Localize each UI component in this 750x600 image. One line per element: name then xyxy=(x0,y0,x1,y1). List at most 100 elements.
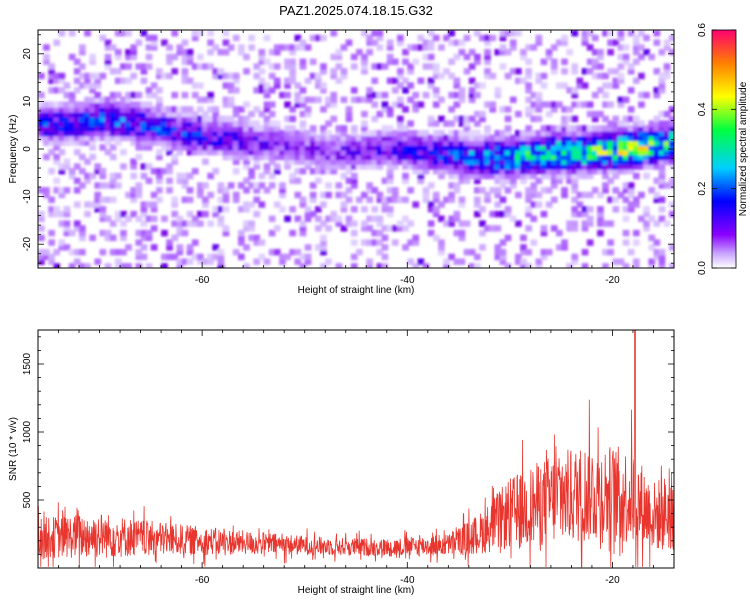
spectrogram-cell xyxy=(376,239,384,246)
spectrogram-cell xyxy=(43,249,50,256)
spectrogram-cell xyxy=(427,39,435,46)
spectrogram-cell xyxy=(150,120,158,127)
spectrogram-cell xyxy=(53,115,61,123)
spectrogram-cell xyxy=(150,206,158,213)
spectrogram-cell xyxy=(638,53,645,61)
spectrogram-cell xyxy=(643,144,650,151)
spectrogram-cell xyxy=(504,30,512,37)
spectrogram-cell xyxy=(381,196,389,203)
spectrogram-cell xyxy=(58,149,66,156)
spectrogram-cell xyxy=(279,182,286,189)
spectrogram-cell xyxy=(474,177,481,184)
spectrogram-cell xyxy=(371,30,379,37)
spectrogram-cell xyxy=(438,153,445,161)
spectrogram-cell xyxy=(130,72,137,80)
spectrogram-cell xyxy=(484,163,491,170)
spectrogram-cell xyxy=(489,139,497,146)
spectrogram-cell xyxy=(345,153,353,161)
spectrogram-cell xyxy=(284,58,291,65)
spectrogram-cell xyxy=(135,115,143,123)
spectrogram-cell xyxy=(356,139,363,146)
spectrogram-cell xyxy=(397,196,404,203)
spectrogram-cell xyxy=(586,153,594,161)
spectrogram-cell xyxy=(232,168,240,175)
spectrogram-cell xyxy=(591,49,599,56)
spectrogram-cell xyxy=(504,187,512,194)
spectrogram-cell xyxy=(299,125,307,132)
spectrogram-cell xyxy=(84,158,91,165)
spectrogram-cell xyxy=(371,144,379,151)
spectrogram-cell xyxy=(304,106,312,113)
spectrogram-cell xyxy=(186,134,194,142)
spectrogram-cell xyxy=(99,125,107,132)
spectrogram-cell xyxy=(653,115,661,123)
spectrogram-cell xyxy=(68,249,76,256)
spectrogram-cell xyxy=(443,134,450,142)
spectrogram-cell xyxy=(417,139,425,146)
spectrogram-cell xyxy=(104,130,112,137)
spectrogram-cell xyxy=(407,44,414,51)
spectrogram-cell xyxy=(571,196,579,203)
spectrogram-cell xyxy=(294,258,302,265)
spectrogram-cell xyxy=(140,77,148,84)
spectrogram-cell xyxy=(361,206,368,213)
spectrogram-cell xyxy=(273,201,281,208)
spectrogram-cell xyxy=(633,58,640,65)
spectrogram-cell xyxy=(202,120,209,127)
spectrogram-cell xyxy=(504,139,512,146)
spectrogram-cell xyxy=(622,263,630,268)
spectrogram-cell xyxy=(94,101,102,108)
spectrogram-cell xyxy=(186,106,194,113)
spectrogram-cell xyxy=(586,149,594,156)
spectrogram-cell xyxy=(212,106,220,113)
spectrogram-cell xyxy=(186,77,194,84)
spectrogram-cell xyxy=(84,77,91,84)
spectrogram-cell xyxy=(422,191,430,199)
spectrogram-cell xyxy=(479,220,486,227)
spectrogram-cell xyxy=(668,244,674,251)
spectrogram-cell xyxy=(345,110,353,118)
spectrogram-cell xyxy=(540,153,548,161)
spectrogram-cell xyxy=(432,91,440,99)
spectrogram-cell xyxy=(73,120,81,127)
spectrogram-cell xyxy=(545,168,553,175)
spectrogram-cell xyxy=(561,134,568,142)
spectrogram-cell xyxy=(366,258,373,265)
spectrogram-cell xyxy=(217,72,225,80)
spectrogram-cell xyxy=(509,68,517,75)
spectrogram-cell xyxy=(597,110,604,118)
spectrogram-cell xyxy=(232,191,240,199)
spectrogram-cell xyxy=(207,91,214,99)
spectrogram-cell xyxy=(376,110,384,118)
spectrogram-cell xyxy=(607,163,614,170)
spectrogram-cell xyxy=(320,201,327,208)
spectrogram-cell xyxy=(320,134,327,142)
spectrogram-cell xyxy=(202,144,209,151)
spectrogram-cell xyxy=(38,106,45,113)
spectrogram-cell xyxy=(232,34,240,42)
spectrogram-cell xyxy=(238,144,245,151)
spectrogram-cell xyxy=(648,53,656,61)
spectrogram-cell xyxy=(222,72,230,80)
spectrogram-cell xyxy=(38,110,45,118)
spectrogram-cell xyxy=(145,134,153,142)
spectrogram-cell xyxy=(509,182,517,189)
spectrogram-cell xyxy=(602,101,609,108)
spectrogram-cell xyxy=(130,49,137,56)
spectrogram-cell xyxy=(591,163,599,170)
spectrogram-cell xyxy=(525,96,532,103)
spectrogram-cell xyxy=(371,187,379,194)
spectrogram-cell xyxy=(186,258,194,265)
spectrogram-cell xyxy=(253,120,261,127)
spectrogram-cell xyxy=(145,125,153,132)
spectrogram-cell xyxy=(253,234,261,242)
spectrogram-cell xyxy=(258,49,266,56)
spectrogram-cell xyxy=(417,134,425,142)
spectrogram-cell xyxy=(617,120,625,127)
spectrogram-cell xyxy=(222,206,230,213)
spectrogram-cell xyxy=(571,153,579,161)
spectrogram-cell xyxy=(391,87,399,94)
spectrogram-cell xyxy=(479,158,486,165)
colorbar-tick-label: 0.6 xyxy=(697,23,708,37)
